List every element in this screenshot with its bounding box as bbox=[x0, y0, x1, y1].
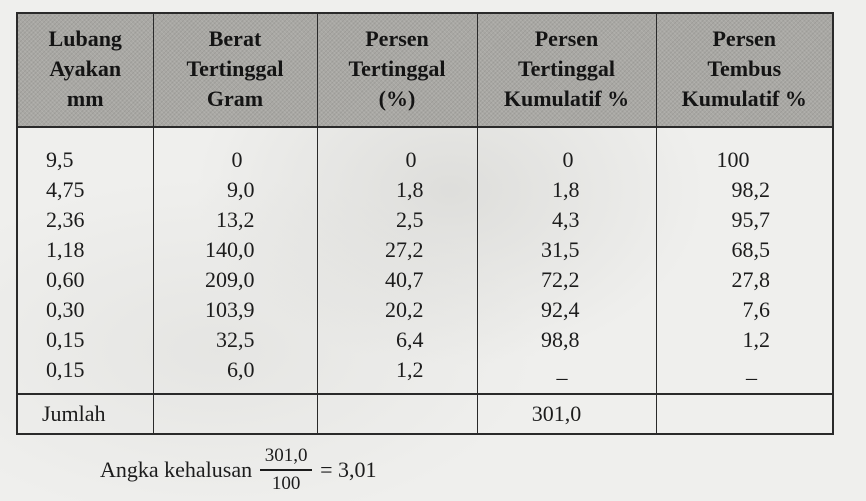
percent-retained-column: 0 1,8 2,5 27,2 40,7 20,2 6,4 1,2 bbox=[316, 127, 478, 394]
table-cell: 1,8 bbox=[396, 177, 424, 202]
table-cell: 100 bbox=[716, 147, 750, 172]
table-cell: 27,2 bbox=[385, 237, 424, 262]
table-cell: 209,0 bbox=[205, 267, 255, 292]
table-cell: 103,9 bbox=[205, 297, 255, 322]
total-weight-cell bbox=[152, 393, 318, 435]
fraction: 301,0 100 bbox=[260, 445, 313, 495]
table-cell: _ bbox=[746, 357, 757, 382]
table-cell: 72,2 bbox=[541, 267, 580, 292]
header-cumulative-passing: Persen Tembus Kumulatif % bbox=[655, 12, 834, 128]
sieve-analysis-table: Lubang Ayakan mm Berat Tertinggal Gram P… bbox=[16, 12, 834, 435]
table-cell: 13,2 bbox=[216, 207, 255, 232]
sieve-size-column: 9,5 4,75 2,36 1,18 0,60 0,30 0,15 0,15 bbox=[16, 127, 154, 394]
header-weight-retained: Berat Tertinggal Gram bbox=[152, 12, 318, 128]
table-cell: 98,8 bbox=[541, 327, 580, 352]
table-cell: 20,2 bbox=[385, 297, 424, 322]
table-cell: 1,2 bbox=[396, 357, 424, 382]
header-percent-retained: Persen Tertinggal (%) bbox=[316, 12, 478, 128]
table-cell: 95,7 bbox=[731, 207, 771, 232]
table-body-row: 9,5 4,75 2,36 1,18 0,60 0,30 0,15 0,15 0… bbox=[16, 127, 834, 394]
fraction-bar bbox=[260, 469, 313, 471]
table-cell: _ bbox=[556, 357, 568, 382]
table-cell: 2,5 bbox=[396, 207, 424, 232]
fineness-label: Angka kehalusan bbox=[100, 457, 253, 482]
table-cell: 98,2 bbox=[731, 177, 771, 202]
header-sieve-size: Lubang Ayakan mm bbox=[16, 12, 154, 128]
fineness-result: = 3,01 bbox=[320, 457, 377, 482]
total-row: Jumlah 301,0 bbox=[16, 393, 834, 435]
table-header-row: Lubang Ayakan mm Berat Tertinggal Gram P… bbox=[16, 12, 834, 128]
table-cell: 0,60 bbox=[46, 267, 85, 292]
total-cumulative-retained: 301,0 bbox=[476, 393, 657, 435]
table-cell: 9,5 bbox=[46, 147, 74, 172]
table-cell: 31,5 bbox=[541, 237, 580, 262]
table-cell: 0 bbox=[231, 147, 243, 172]
total-label: Jumlah bbox=[16, 393, 154, 435]
cumulative-retained-column: 0 1,8 4,3 31,5 72,2 92,4 98,8 _ bbox=[476, 127, 657, 394]
table-cell: 0 bbox=[562, 147, 574, 172]
table-cell: 32,5 bbox=[216, 327, 255, 352]
table-cell: 1,8 bbox=[552, 177, 580, 202]
table-cell: 0,15 bbox=[46, 327, 85, 352]
table-cell: 0,15 bbox=[46, 357, 85, 382]
table-cell: 7,6 bbox=[742, 297, 771, 322]
fraction-denominator: 100 bbox=[271, 472, 301, 494]
table-cell: 0,30 bbox=[46, 297, 85, 322]
table-cell: 9,0 bbox=[227, 177, 255, 202]
table-cell: 1,18 bbox=[46, 237, 85, 262]
total-percent-cell bbox=[316, 393, 478, 435]
weight-retained-column: 0 9,0 13,2 140,0 209,0 103,9 32,5 6,0 bbox=[152, 127, 318, 394]
table-cell: 27,8 bbox=[731, 267, 771, 292]
fraction-numerator: 301,0 bbox=[264, 445, 308, 467]
table-cell: 6,0 bbox=[227, 357, 255, 382]
total-passing-cell bbox=[655, 393, 834, 435]
table-cell: 6,4 bbox=[396, 327, 424, 352]
table-cell: 0 bbox=[405, 147, 417, 172]
table-cell: 68,5 bbox=[731, 237, 771, 262]
table-cell: 92,4 bbox=[541, 297, 580, 322]
table-cell: 2,36 bbox=[46, 207, 85, 232]
table-cell: 140,0 bbox=[205, 237, 255, 262]
header-cumulative-retained: Persen Tertinggal Kumulatif % bbox=[476, 12, 657, 128]
table-cell: 4,3 bbox=[552, 207, 580, 232]
table-cell: 1,2 bbox=[742, 327, 771, 352]
table-cell: 40,7 bbox=[385, 267, 424, 292]
table-cell: 4,75 bbox=[46, 177, 85, 202]
fineness-modulus-formula: Angka kehalusan 301,0 100 = 3,01 bbox=[100, 440, 377, 500]
cumulative-passing-column: 100 98,2 95,7 68,5 27,8 7,6 1,2 _ bbox=[655, 127, 834, 394]
